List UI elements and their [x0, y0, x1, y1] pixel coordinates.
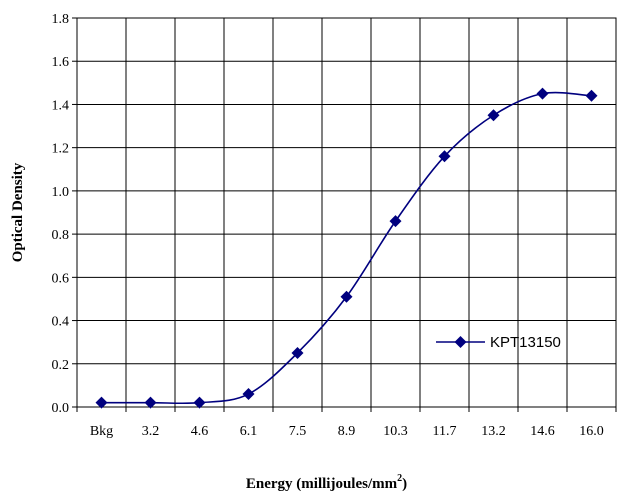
x-tick-label: 6.1	[240, 424, 258, 439]
y-tick-label: 1.8	[52, 12, 70, 27]
data-point-diamond	[438, 150, 451, 163]
y-tick-label: 1.0	[52, 185, 70, 200]
legend-diamond-icon	[454, 336, 467, 348]
x-tick-label: 10.3	[383, 424, 408, 439]
y-tick-label: 0.0	[52, 401, 70, 416]
y-axis-title: Optical Density	[10, 162, 26, 262]
data-point-diamond	[242, 388, 255, 401]
x-tick-label: 7.5	[289, 424, 307, 439]
data-point-diamond	[144, 396, 157, 409]
data-point-diamond	[536, 87, 549, 100]
data-point-diamond	[585, 89, 598, 102]
x-tick-label: 11.7	[433, 424, 457, 439]
gridlines	[72, 17, 617, 412]
x-tick-label: 16.0	[579, 424, 604, 439]
y-axis-ticks: 0.0 0.2 0.4 0.6 0.8 1.0 1.2 1.4 1.6 1.8	[52, 12, 70, 416]
plot-area	[76, 17, 617, 408]
data-point-diamond	[487, 109, 500, 122]
x-axis-title: Energy (millijoules/mm2)	[246, 473, 407, 492]
data-point-diamond	[291, 346, 304, 359]
data-point-diamond	[193, 396, 206, 409]
y-tick-label: 1.6	[52, 55, 70, 70]
x-tick-label: 4.6	[191, 424, 209, 439]
y-tick-label: 0.4	[52, 315, 70, 330]
legend-label: KPT13150	[490, 334, 561, 351]
y-tick-label: 0.2	[52, 358, 70, 373]
legend: KPT13150	[436, 334, 561, 351]
x-axis-ticks: Bkg 3.2 4.6 6.1 7.5 8.9 10.3 11.7 13.2 14.6 16.0	[90, 424, 604, 439]
x-tick-label: 3.2	[142, 424, 160, 439]
series-markers	[95, 87, 598, 409]
y-tick-label: 1.2	[52, 142, 70, 157]
data-point-diamond	[340, 290, 353, 303]
y-tick-label: 0.8	[52, 228, 70, 243]
x-axis-title-main: Energy (millijoules/mm	[246, 476, 398, 492]
data-point-diamond	[95, 396, 108, 409]
x-tick-label: Bkg	[90, 424, 113, 439]
x-axis-title-superscript: 2	[397, 473, 402, 484]
y-tick-label: 1.4	[52, 98, 70, 113]
y-tick-label: 0.6	[52, 271, 70, 286]
x-tick-label: 14.6	[530, 424, 555, 439]
x-tick-label: 13.2	[481, 424, 506, 439]
x-tick-label: 8.9	[338, 424, 356, 439]
x-axis-title-suffix: )	[402, 476, 407, 492]
data-point-diamond	[389, 215, 402, 228]
